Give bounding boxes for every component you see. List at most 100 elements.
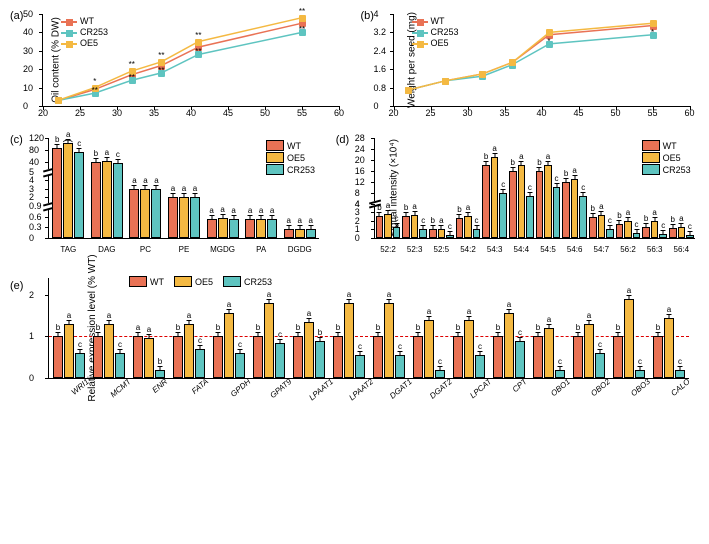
- ytick: 120: [29, 133, 44, 143]
- panel-d: (d) Signal intensity (×10⁴) 012344812162…: [334, 132, 701, 272]
- xcategory: LPCAT: [468, 377, 493, 400]
- bar: c: [75, 353, 85, 378]
- sig-letter: a: [105, 148, 109, 157]
- panel-a: (a) Oil content (% DW) WTCR253OE5 202530…: [8, 8, 351, 128]
- bar: a: [491, 157, 499, 238]
- bar: b: [413, 336, 423, 378]
- bar: b: [573, 336, 583, 378]
- ytick: 0: [29, 373, 34, 383]
- sig-letter: a: [182, 184, 186, 193]
- xtick: 20: [38, 108, 48, 118]
- bar: a: [411, 215, 419, 238]
- bar: c: [419, 229, 427, 238]
- bar: b: [429, 229, 437, 238]
- xcategory: 54:3: [487, 245, 503, 254]
- sig-marker: **: [195, 31, 201, 40]
- bar: a: [544, 328, 554, 378]
- bar: a: [218, 218, 228, 239]
- bar: b: [293, 336, 303, 378]
- sig-letter: c: [421, 216, 425, 225]
- panel-b-label: (b): [361, 10, 374, 22]
- ytick: 0.9: [29, 201, 42, 211]
- sig-letter: a: [599, 202, 603, 211]
- sig-marker: **: [299, 25, 305, 34]
- bar: a: [229, 219, 239, 238]
- sig-letter: c: [358, 342, 362, 351]
- bar: a: [102, 161, 112, 238]
- sig-letter: a: [132, 176, 136, 185]
- ytick: 20: [23, 64, 33, 74]
- bar: b: [589, 217, 597, 238]
- xtick: 30: [462, 108, 472, 118]
- bar: c: [659, 234, 667, 238]
- bar: b: [482, 165, 490, 238]
- panel-e: (e) Relative expression level (% WT) 012…: [8, 278, 701, 428]
- chart-c: Signal intensity (×10⁵) 00.30.60.9234540…: [48, 138, 319, 239]
- chart-d: Signal intensity (×10⁴) 0123448121620242…: [374, 138, 695, 239]
- bar: a: [267, 219, 277, 238]
- bar-group: bac: [373, 303, 405, 378]
- bar: c: [115, 353, 125, 378]
- sig-letter: a: [427, 307, 431, 316]
- sig-letter: c: [608, 216, 612, 225]
- bar: b: [53, 336, 63, 378]
- sig-letter: a: [307, 309, 311, 318]
- xtick: 45: [223, 108, 233, 118]
- bar: b: [373, 336, 383, 378]
- data-point: [405, 87, 412, 94]
- bar: a: [256, 219, 266, 238]
- bar: c: [579, 196, 587, 238]
- bar: a: [144, 338, 154, 378]
- bar-group: bac: [429, 229, 454, 238]
- xtick: 60: [334, 108, 344, 118]
- bar: c: [633, 233, 641, 238]
- xcategory: 56:3: [647, 245, 663, 254]
- bar: a: [384, 303, 394, 378]
- ytick: 16: [355, 166, 365, 176]
- ytick: 0: [29, 233, 34, 243]
- sig-marker: **: [129, 60, 135, 69]
- sig-letter: a: [667, 305, 671, 314]
- sig-letter: a: [227, 300, 231, 309]
- ytick: 4: [355, 199, 360, 209]
- sig-letter: c: [558, 357, 562, 366]
- chart-e: Relative expression level (% WT) 012bacW…: [48, 278, 689, 379]
- bar: a: [224, 313, 234, 378]
- sig-letter: c: [661, 221, 665, 230]
- xcategory: FATA: [190, 377, 210, 396]
- ytick: 24: [355, 144, 365, 154]
- bar: c: [435, 370, 445, 378]
- ytick: 5: [29, 167, 34, 177]
- bar: a: [63, 143, 73, 238]
- sig-letter: a: [136, 323, 140, 332]
- bar: a: [207, 219, 217, 238]
- bar: c: [395, 355, 405, 378]
- ytick: 30: [23, 46, 33, 56]
- bar-group: bac: [482, 157, 507, 238]
- sig-letter: c: [518, 328, 522, 337]
- sig-letter: a: [492, 144, 496, 153]
- panel-e-label: (e): [10, 280, 23, 292]
- bar-group: bac: [333, 303, 365, 378]
- ytick: 0.6: [29, 212, 42, 222]
- ytick: 50: [23, 9, 33, 19]
- xcategory: 52:2: [380, 245, 396, 254]
- xtick: 40: [536, 108, 546, 118]
- sig-letter: a: [171, 184, 175, 193]
- sig-letter: b: [564, 169, 568, 178]
- sig-letter: a: [248, 206, 252, 215]
- row-cd: (c) Signal intensity (×10⁵) 00.30.60.923…: [8, 132, 701, 272]
- bar: a: [598, 215, 606, 238]
- bar-group: bac: [53, 324, 85, 378]
- xtick: 35: [499, 108, 509, 118]
- ytick: 0: [355, 233, 360, 243]
- sig-letter: c: [116, 150, 120, 159]
- bar-group: bac: [402, 215, 427, 238]
- bar: a: [245, 219, 255, 238]
- bar: b: [613, 336, 623, 378]
- sig-letter: b: [431, 216, 435, 225]
- bar: c: [526, 196, 534, 238]
- bar: a: [584, 324, 594, 378]
- bar: b: [93, 336, 103, 378]
- sig-letter: a: [587, 311, 591, 320]
